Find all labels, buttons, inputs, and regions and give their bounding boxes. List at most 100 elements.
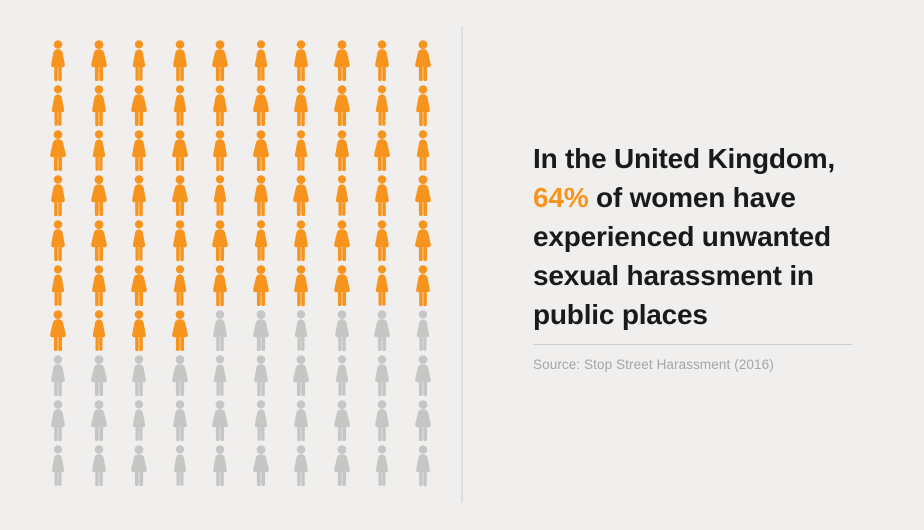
pictogram-cell — [403, 130, 444, 175]
woman-silhouette-icon — [213, 265, 228, 307]
woman-silhouette-icon — [293, 355, 310, 396]
woman-silhouette-icon — [90, 175, 107, 216]
woman-silhouette-icon — [90, 220, 107, 261]
pictogram-cell — [119, 175, 160, 220]
woman-silhouette-icon — [293, 175, 310, 216]
woman-silhouette-icon — [91, 445, 106, 487]
pictogram-cell — [160, 265, 201, 310]
pictogram-cell — [160, 310, 201, 355]
woman-silhouette-icon — [294, 445, 309, 487]
pictogram-cell — [362, 445, 403, 490]
pictogram-cell — [281, 445, 322, 490]
woman-silhouette-icon — [131, 85, 148, 126]
pictogram-cell — [322, 175, 363, 220]
pictogram-grid — [38, 40, 443, 490]
pictogram-cell — [403, 175, 444, 220]
woman-silhouette-icon — [50, 130, 67, 171]
woman-silhouette-icon — [172, 40, 187, 82]
woman-silhouette-icon — [376, 445, 389, 486]
pictogram-cell — [119, 310, 160, 355]
pictogram-cell — [119, 130, 160, 175]
pictogram-cell — [362, 40, 403, 85]
pictogram-cell — [79, 130, 120, 175]
woman-silhouette-icon — [375, 355, 390, 397]
woman-silhouette-icon — [294, 220, 309, 262]
woman-silhouette-icon — [414, 175, 431, 216]
woman-silhouette-icon — [252, 85, 269, 126]
woman-silhouette-icon — [212, 220, 229, 261]
pictogram-cell — [160, 355, 201, 400]
headline-line: sexual harassment in — [533, 260, 814, 291]
woman-silhouette-icon — [415, 445, 430, 487]
pictogram-cell — [38, 400, 79, 445]
pictogram-cell — [362, 265, 403, 310]
pictogram-cell — [119, 265, 160, 310]
pictogram-cell — [403, 355, 444, 400]
pictogram-cell — [160, 220, 201, 265]
woman-silhouette-icon — [415, 265, 430, 307]
woman-silhouette-icon — [214, 175, 227, 216]
pictogram-cell — [281, 265, 322, 310]
woman-silhouette-icon — [214, 355, 227, 396]
woman-silhouette-icon — [252, 310, 269, 351]
pictogram-cell — [362, 400, 403, 445]
woman-silhouette-icon — [254, 220, 267, 261]
pictogram-cell — [362, 310, 403, 355]
pictogram-cell — [200, 355, 241, 400]
pictogram-cell — [403, 220, 444, 265]
woman-silhouette-icon — [416, 130, 429, 171]
woman-silhouette-icon — [50, 310, 67, 351]
pictogram-cell — [200, 85, 241, 130]
woman-silhouette-icon — [414, 355, 431, 396]
woman-silhouette-icon — [213, 445, 228, 487]
woman-silhouette-icon — [333, 265, 350, 306]
woman-silhouette-icon — [253, 175, 268, 217]
pictogram-cell — [241, 130, 282, 175]
woman-silhouette-icon — [132, 130, 147, 172]
pictogram-cell — [160, 85, 201, 130]
pictogram-cell — [160, 445, 201, 490]
woman-silhouette-icon — [252, 265, 269, 306]
woman-silhouette-icon — [173, 85, 186, 126]
pictogram-cell — [79, 175, 120, 220]
woman-silhouette-icon — [213, 130, 228, 172]
pictogram-cell — [79, 355, 120, 400]
woman-silhouette-icon — [295, 130, 308, 171]
pictogram-cell — [281, 310, 322, 355]
pictogram-cell — [322, 310, 363, 355]
pictogram-cell — [281, 175, 322, 220]
pictogram-cell — [38, 355, 79, 400]
headline-accent-percentage: 64% — [533, 182, 589, 213]
pictogram-cell — [79, 310, 120, 355]
woman-silhouette-icon — [252, 130, 269, 171]
pictogram-cell — [119, 355, 160, 400]
woman-silhouette-icon — [51, 40, 66, 82]
woman-silhouette-icon — [172, 400, 187, 442]
woman-silhouette-icon — [414, 220, 431, 261]
headline: In the United Kingdom, 64% of women have… — [533, 139, 863, 334]
pictogram-cell — [38, 40, 79, 85]
pictogram-cell — [281, 220, 322, 265]
pictogram-cell — [403, 445, 444, 490]
pictogram-cell — [322, 355, 363, 400]
woman-silhouette-icon — [333, 220, 350, 261]
pictogram-cell — [119, 445, 160, 490]
pictogram-cell — [322, 130, 363, 175]
woman-silhouette-icon — [213, 85, 228, 127]
woman-silhouette-icon — [334, 130, 349, 172]
woman-silhouette-icon — [376, 265, 389, 306]
pictogram-cell — [160, 40, 201, 85]
woman-silhouette-icon — [131, 445, 148, 486]
woman-silhouette-icon — [171, 130, 188, 171]
woman-silhouette-icon — [133, 400, 146, 441]
woman-silhouette-icon — [171, 310, 188, 351]
woman-silhouette-icon — [92, 130, 105, 171]
source-text: Source: Stop Street Harassment (2016) — [533, 357, 774, 372]
pictogram-cell — [38, 175, 79, 220]
woman-silhouette-icon — [375, 175, 390, 217]
woman-silhouette-icon — [333, 40, 350, 81]
woman-silhouette-icon — [51, 355, 66, 397]
pictogram-cell — [281, 355, 322, 400]
woman-silhouette-icon — [294, 85, 309, 127]
woman-silhouette-icon — [333, 85, 350, 126]
